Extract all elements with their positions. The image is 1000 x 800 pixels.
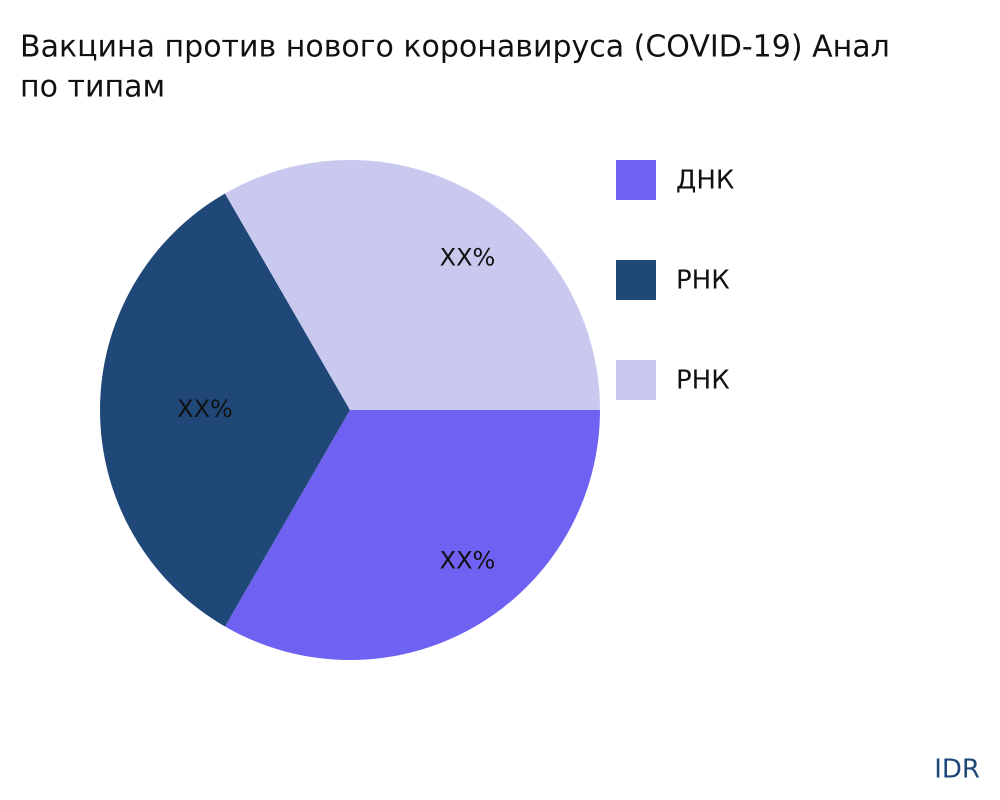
legend-label: РНК: [676, 366, 730, 396]
legend-swatch: [616, 160, 656, 200]
slice-label: XX%: [440, 547, 496, 575]
legend-label: РНК: [676, 266, 730, 296]
legend-swatch: [616, 360, 656, 400]
pie-slice: [225, 160, 600, 410]
legend-label: ДНК: [676, 166, 734, 196]
slice-label: XX%: [440, 243, 496, 271]
legend-swatch: [616, 260, 656, 300]
chart-title-line: по типам: [20, 70, 165, 105]
slice-label: XX%: [177, 395, 233, 423]
pie-slice: [225, 410, 600, 660]
brand: IDR: [934, 755, 980, 785]
chart-title-line: Вакцина против нового коронавируса (COVI…: [20, 30, 890, 65]
